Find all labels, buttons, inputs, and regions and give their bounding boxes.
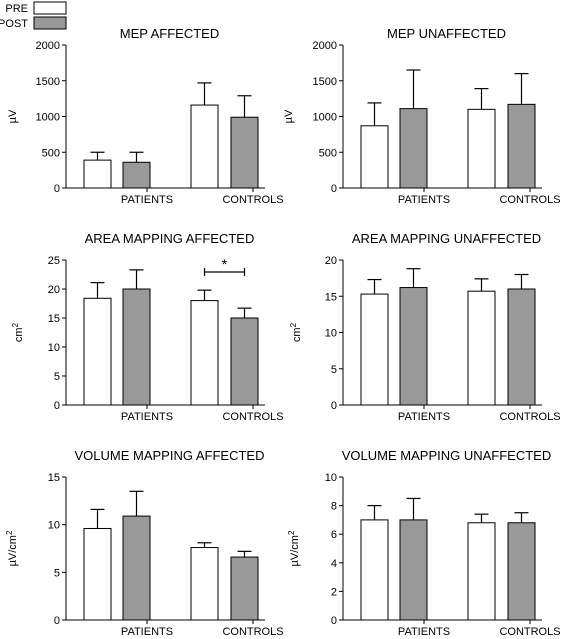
y-axis-label: µV/cm2 <box>5 530 20 566</box>
y-tick-label: 8 <box>331 501 337 513</box>
y-tick-label: 6 <box>331 529 337 541</box>
bar-pre-controls <box>190 547 219 621</box>
chart-panel-4: AREA MAPPING UNAFFECTED cm2 0 5 10 15 20 PATIEN… <box>289 231 561 423</box>
y-axis-label: cm2 <box>11 322 26 342</box>
bar-post-controls <box>507 103 536 189</box>
y-tick-label: 25 <box>48 255 60 267</box>
y-tick-label: 15 <box>325 291 337 303</box>
bar-post-patients <box>399 108 428 189</box>
legend-swatch-post <box>33 16 67 30</box>
y-tick-label: 0 <box>54 615 60 627</box>
y-tick-label: 10 <box>48 520 60 532</box>
x-tick-label: CONTROLS <box>499 411 560 423</box>
x-tick-label: CONTROLS <box>499 194 560 206</box>
y-tick-label: 0 <box>54 183 60 195</box>
y-tick-label: 1000 <box>313 112 337 124</box>
bar-post-patients <box>399 519 428 621</box>
y-axis-label: µV <box>283 109 295 123</box>
y-tick-label: 1500 <box>313 76 337 88</box>
legend-swatch-pre <box>33 1 67 15</box>
chart-panel-5: VOLUME MAPPING AFFECTED µV/cm2 0 5 10 15 PATIE… <box>5 448 284 638</box>
y-tick-label: 1000 <box>36 112 60 124</box>
bar-pre-controls <box>467 108 496 189</box>
y-tick-label: 15 <box>48 472 60 484</box>
x-tick-label: PATIENTS <box>121 626 173 638</box>
y-tick-label: 5 <box>331 364 337 376</box>
x-tick-label: PATIENTS <box>398 626 450 638</box>
y-tick-label: 10 <box>325 328 337 340</box>
bar-pre-controls <box>190 104 219 189</box>
bar-post-patients <box>122 515 151 621</box>
y-tick-label: 5 <box>54 371 60 383</box>
chart-panel-3: AREA MAPPING AFFECTED cm2 0 5 10 15 20 25 PATIEN… <box>11 231 284 423</box>
chart-panel-2: MEP UNAFFECTED µV 0 500 1000 1500 2000 PATIENTS… <box>283 26 561 206</box>
y-axis-label: µV/cm2 <box>287 530 302 566</box>
chart-panel-6: VOLUME MAPPING UNAFFECTED µV/cm2 0 2 4 6 8 10 PA… <box>287 448 561 638</box>
chart-title: MEP AFFECTED <box>120 26 219 41</box>
y-tick-label: 20 <box>325 255 337 267</box>
legend-label-post: POST <box>0 18 28 30</box>
bar-post-patients <box>122 161 151 189</box>
bar-post-controls <box>230 556 259 621</box>
x-tick-label: CONTROLS <box>222 626 283 638</box>
chart-title: VOLUME MAPPING UNAFFECTED <box>342 448 551 463</box>
bar-pre-patients <box>83 297 112 406</box>
x-tick-label: CONTROLS <box>222 194 283 206</box>
bar-post-controls <box>230 317 259 406</box>
x-tick-label: PATIENTS <box>121 194 173 206</box>
bar-pre-patients <box>360 125 389 189</box>
y-tick-label: 15 <box>48 313 60 325</box>
chart-panel-1: MEP AFFECTED µV 0 500 1000 1500 2000 PATIENTS CO… <box>7 26 284 206</box>
bar-pre-controls <box>190 300 219 406</box>
bar-post-controls <box>507 288 536 406</box>
bar-pre-patients <box>360 293 389 406</box>
x-tick-label: CONTROLS <box>499 626 560 638</box>
y-tick-label: 0 <box>331 400 337 412</box>
y-tick-label: 0 <box>54 400 60 412</box>
y-tick-label: 5 <box>54 567 60 579</box>
y-tick-label: 2000 <box>313 40 337 52</box>
bar-pre-patients <box>360 519 389 621</box>
y-tick-label: 20 <box>48 284 60 296</box>
y-axis-label: cm2 <box>289 322 304 342</box>
bar-pre-patients <box>83 159 112 189</box>
x-tick-label: PATIENTS <box>398 411 450 423</box>
legend: PRE POST <box>0 1 67 30</box>
bar-post-patients <box>122 288 151 406</box>
y-tick-label: 2000 <box>36 40 60 52</box>
y-tick-label: 0 <box>331 183 337 195</box>
legend-label-pre: PRE <box>5 3 28 15</box>
y-tick-label: 10 <box>325 472 337 484</box>
bar-post-patients <box>399 287 428 406</box>
chart-title: AREA MAPPING AFFECTED <box>85 231 255 246</box>
bar-pre-controls <box>467 522 496 621</box>
y-tick-label: 1500 <box>36 76 60 88</box>
bar-post-controls <box>230 116 259 189</box>
y-tick-label: 500 <box>319 147 337 159</box>
y-tick-label: 0 <box>331 615 337 627</box>
y-tick-label: 10 <box>48 342 60 354</box>
bar-post-controls <box>507 522 536 621</box>
bar-pre-controls <box>467 290 496 406</box>
chart-title: VOLUME MAPPING AFFECTED <box>75 448 265 463</box>
y-tick-label: 500 <box>42 147 60 159</box>
x-tick-label: CONTROLS <box>222 411 283 423</box>
chart-title: MEP UNAFFECTED <box>387 26 506 41</box>
significance-marker: * <box>222 256 228 272</box>
x-tick-label: PATIENTS <box>121 411 173 423</box>
bar-pre-patients <box>83 527 112 621</box>
chart-title: AREA MAPPING UNAFFECTED <box>352 231 541 246</box>
y-tick-label: 4 <box>331 558 337 570</box>
y-axis-label: µV <box>7 109 19 123</box>
y-tick-label: 2 <box>331 586 337 598</box>
x-tick-label: PATIENTS <box>398 194 450 206</box>
